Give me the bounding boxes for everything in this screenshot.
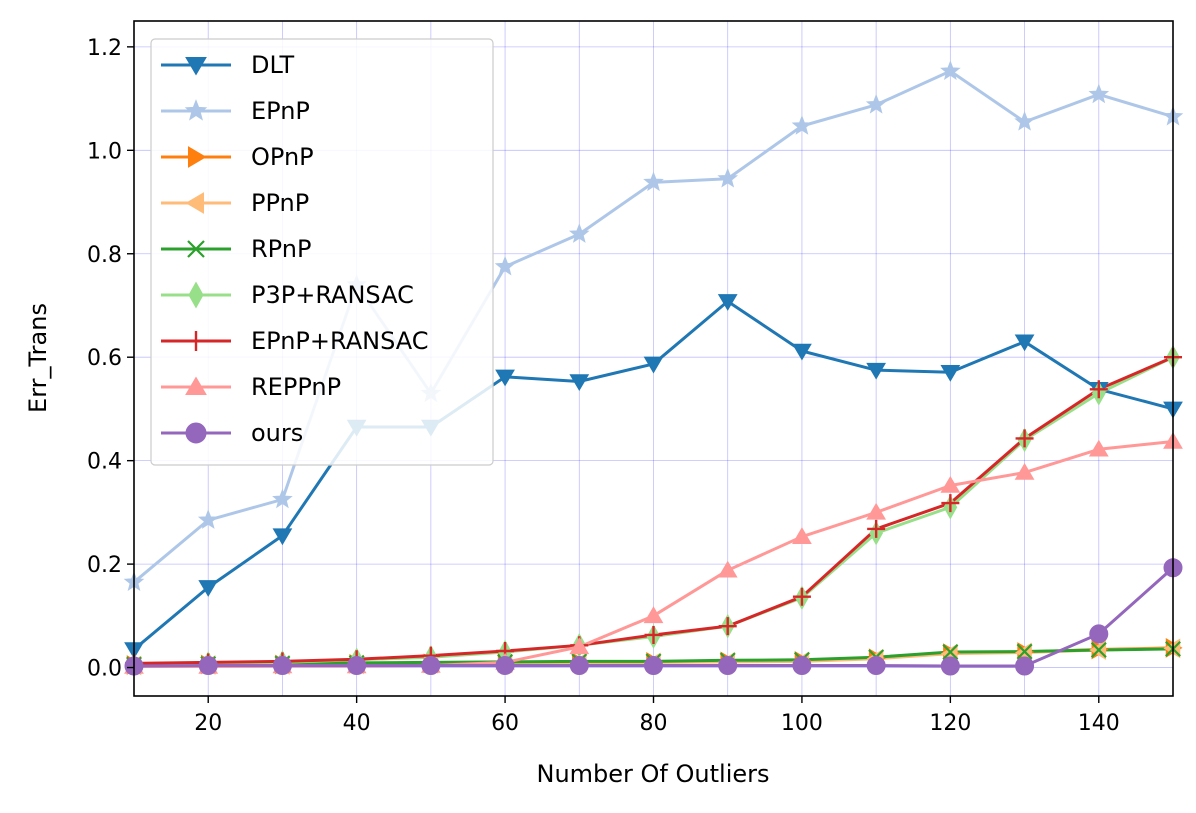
y-axis: 0.0 0.2 0.4 0.6 0.8 1.0 1.2: [87, 36, 134, 682]
data-point-epnp: [791, 115, 813, 135]
y-tick-label: 0.4: [87, 450, 122, 475]
data-point-dlt: [198, 580, 219, 597]
x-tick-label: 60: [491, 711, 519, 736]
series-markers: [123, 60, 1184, 678]
legend-label-reppnp: REPPnP: [251, 373, 341, 401]
data-point-ours: [718, 655, 738, 675]
data-point-ours: [495, 655, 515, 675]
legend-label-rpnp: RPnP: [251, 235, 311, 263]
data-point-ours: [569, 655, 589, 675]
data-point-reppnp: [1014, 463, 1035, 480]
y-tick-label: 1.0: [87, 139, 122, 164]
data-point-reppnp: [940, 475, 961, 493]
data-point-epnp: [1088, 83, 1110, 104]
y-axis-label: Err_Trans: [24, 303, 52, 413]
x-tick-label: 120: [929, 711, 971, 736]
x-tick-label: 100: [781, 711, 823, 736]
legend-label-dlt: DLT: [251, 51, 295, 79]
data-point-epnp: [272, 488, 293, 509]
legend-marker-ppnp: [185, 192, 204, 214]
y-tick-label: 0.6: [87, 346, 122, 371]
x-axis: 20 40 60 80 100 120 140: [194, 696, 1120, 736]
data-point-dlt: [272, 528, 293, 546]
x-tick-label: 40: [343, 711, 371, 736]
data-point-epnp: [494, 255, 516, 276]
data-point-ours: [347, 655, 367, 675]
legend-marker-opnp: [188, 146, 207, 168]
data-point-ours: [421, 655, 441, 675]
data-point-ours: [792, 655, 812, 675]
y-tick-label: 1.2: [87, 36, 122, 61]
data-point-rpnp: [1016, 643, 1033, 660]
data-point-ours: [940, 656, 960, 676]
legend-label-ours: ours: [251, 419, 303, 447]
x-axis-label: Number Of Outliers: [537, 760, 770, 788]
legend-marker-reppnp: [185, 376, 207, 395]
x-tick-label: 20: [194, 711, 222, 736]
data-point-epnp-ransac: [718, 617, 737, 636]
data-point-dlt: [569, 374, 590, 392]
legend-box: [150, 38, 494, 466]
data-point-ours: [1015, 656, 1035, 676]
data-point-epnp: [197, 509, 219, 529]
x-tick-label: 80: [640, 711, 668, 736]
data-point-ours: [644, 655, 663, 675]
data-point-epnp-ransac: [1089, 380, 1108, 399]
y-tick-label: 0.0: [87, 657, 122, 682]
data-point-rpnp: [942, 644, 959, 661]
data-point-reppnp: [1088, 439, 1109, 457]
legend-label-p3p-ransac: P3P+RANSAC: [251, 281, 414, 309]
data-point-epnp-ransac: [867, 519, 886, 538]
legend-label-ppnp: PPnP: [251, 189, 309, 217]
data-point-dlt: [940, 364, 961, 382]
y-tick-label: 0.8: [87, 243, 122, 268]
data-point-dlt: [717, 294, 738, 311]
legend-marker-rpnp: [187, 240, 205, 258]
data-point-reppnp: [569, 637, 590, 655]
data-point-epnp: [940, 60, 961, 80]
data-point-dlt: [1014, 334, 1035, 352]
data-point-epnp: [865, 93, 887, 114]
legend: DLT EPnP OPnP PPnP RPnP P3P+RANSAC EPnP+RANSAC…: [150, 38, 494, 466]
data-point-epnp-ransac: [792, 587, 811, 606]
data-point-epnp: [643, 171, 664, 192]
data-point-ours: [1089, 624, 1109, 644]
data-point-reppnp: [866, 502, 887, 520]
data-point-reppnp: [792, 527, 812, 544]
data-point-epnp-ransac: [941, 494, 960, 513]
data-point-rpnp: [1090, 641, 1107, 658]
legend-marker-dlt: [185, 57, 207, 76]
data-point-dlt: [866, 362, 887, 380]
y-tick-label: 0.2: [87, 553, 122, 578]
legend-marker-epnp: [184, 99, 208, 121]
data-point-reppnp: [717, 560, 738, 578]
legend-marker-epnp-ransac: [186, 331, 206, 351]
data-point-ours: [272, 655, 292, 675]
legend-label-opnp: OPnP: [251, 143, 314, 171]
data-point-epnp: [568, 223, 590, 243]
x-tick-label: 140: [1078, 711, 1120, 736]
data-point-ours: [198, 655, 218, 675]
legend-marker-ours: [185, 422, 207, 444]
legend-label-epnp-ransac: EPnP+RANSAC: [251, 327, 429, 355]
data-point-epnp: [717, 167, 739, 188]
data-point-epnp-ransac: [1015, 429, 1034, 448]
legend-label-epnp: EPnP: [251, 97, 310, 125]
data-point-epnp-ransac: [644, 625, 663, 644]
data-point-ours: [866, 655, 886, 675]
data-point-epnp: [1014, 111, 1035, 131]
data-point-dlt: [792, 343, 812, 361]
legend-marker-p3p-ransac: [188, 281, 204, 309]
data-point-reppnp: [643, 606, 664, 624]
data-point-dlt: [495, 369, 515, 387]
data-point-dlt: [643, 356, 664, 374]
